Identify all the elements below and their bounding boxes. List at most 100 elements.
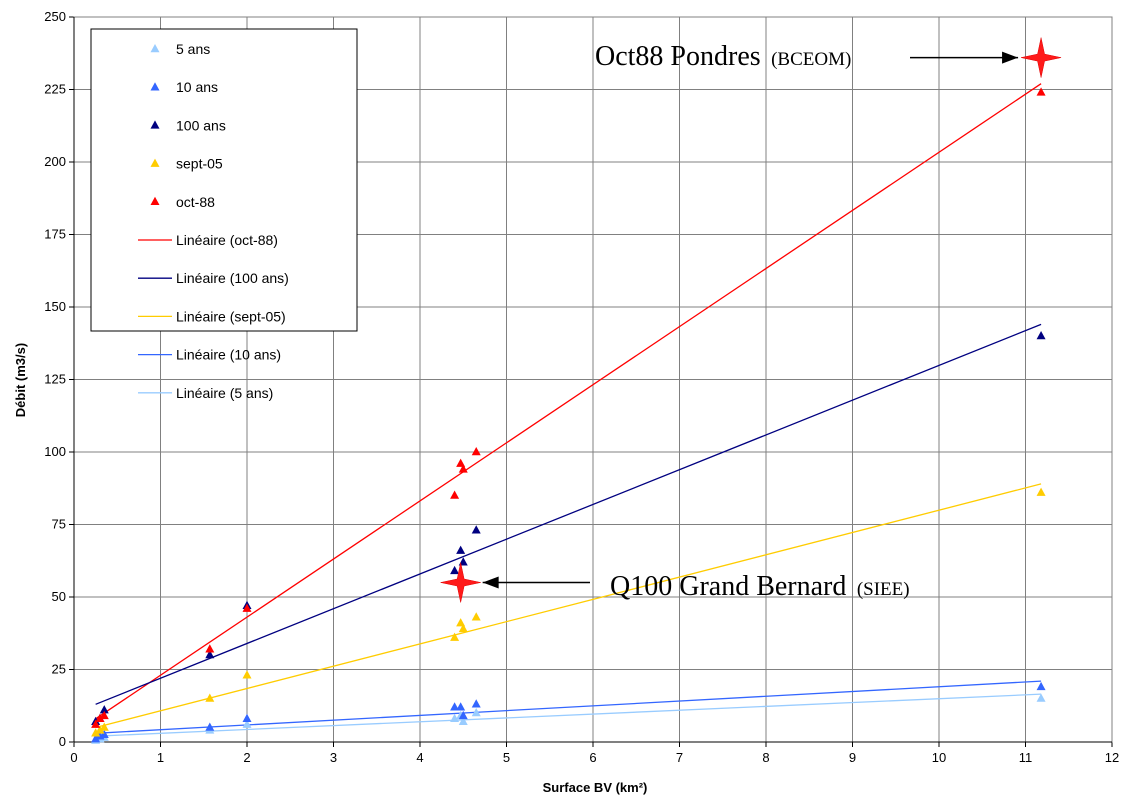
data-point bbox=[458, 464, 468, 473]
x-tick-label: 9 bbox=[849, 750, 856, 765]
x-tick-label: 4 bbox=[416, 750, 423, 765]
data-point bbox=[1036, 487, 1046, 496]
x-tick-label: 5 bbox=[503, 750, 510, 765]
data-point bbox=[1036, 331, 1046, 340]
legend-label: 100 ans bbox=[176, 117, 226, 133]
x-tick-label: 2 bbox=[243, 750, 250, 765]
data-point bbox=[458, 710, 468, 720]
data-point bbox=[95, 713, 105, 723]
annotation-oct88-text: Oct88 Pondres bbox=[595, 41, 761, 72]
data-point bbox=[458, 716, 468, 725]
x-tick-label: 7 bbox=[676, 750, 683, 765]
legend-label: Linéaire (oct-88) bbox=[176, 232, 278, 248]
legend-label: oct-88 bbox=[176, 194, 215, 210]
data-point bbox=[1036, 693, 1046, 702]
data-point bbox=[1036, 87, 1046, 96]
x-tick-label: 1 bbox=[157, 750, 164, 765]
annotation-oct88-source: (BCEOM) bbox=[771, 49, 851, 70]
legend-marker bbox=[150, 196, 160, 206]
data-point bbox=[205, 650, 215, 659]
data-point bbox=[242, 713, 252, 723]
y-tick-label: 125 bbox=[44, 372, 66, 387]
data-point bbox=[242, 719, 252, 728]
legend: 5 ans 10 ans 100 ans sept-05 oct-88 Linéaire … bbox=[90, 28, 358, 401]
data-point bbox=[471, 699, 481, 708]
y-tick-label: 25 bbox=[52, 662, 66, 677]
data-point bbox=[99, 722, 109, 731]
data-points bbox=[91, 87, 1046, 744]
data-point bbox=[99, 705, 109, 714]
data-point bbox=[91, 719, 101, 728]
trendline bbox=[95, 483, 1042, 729]
arrow-head bbox=[482, 576, 499, 589]
data-point bbox=[456, 618, 466, 627]
x-tick-label: 10 bbox=[932, 750, 946, 765]
y-tick-label: 100 bbox=[44, 444, 66, 459]
x-tick-label: 12 bbox=[1105, 750, 1119, 765]
data-point bbox=[450, 632, 460, 641]
data-point bbox=[205, 693, 215, 702]
legend-label: 10 ans bbox=[176, 79, 218, 95]
data-point bbox=[1036, 681, 1046, 691]
y-axis-title: Débit (m3/s) bbox=[13, 343, 28, 417]
trendlines bbox=[95, 83, 1042, 737]
legend-marker bbox=[150, 82, 160, 91]
data-point bbox=[450, 713, 460, 723]
annotations: Oct88 Pondres (BCEOM) Q100 Grand Bernard… bbox=[440, 37, 1062, 603]
y-tick-label: 150 bbox=[44, 299, 66, 314]
annotation-arrows bbox=[482, 51, 1019, 589]
trendline bbox=[95, 693, 1042, 737]
legend-label: sept-05 bbox=[176, 156, 223, 172]
data-point bbox=[456, 702, 466, 711]
data-point bbox=[471, 525, 481, 534]
data-point bbox=[450, 565, 460, 575]
trendline bbox=[95, 83, 1042, 720]
legend-box bbox=[90, 28, 358, 332]
data-point bbox=[450, 702, 460, 711]
tick-labels: 0 1 2 3 4 5 6 7 8 9 10 11 12025507510012515017520022… bbox=[44, 9, 1119, 765]
data-point bbox=[242, 603, 252, 612]
data-point bbox=[458, 623, 468, 633]
star-marker bbox=[1021, 37, 1062, 78]
y-tick-label: 50 bbox=[52, 589, 66, 604]
y-tick-label: 200 bbox=[44, 154, 66, 169]
axes bbox=[69, 16, 1113, 747]
data-point bbox=[91, 728, 101, 737]
legend-label: Linéaire (5 ans) bbox=[176, 385, 273, 401]
y-tick-label: 250 bbox=[44, 9, 66, 24]
x-tick-label: 8 bbox=[762, 750, 769, 765]
y-tick-label: 225 bbox=[44, 82, 66, 97]
data-point bbox=[91, 734, 101, 743]
data-point bbox=[99, 710, 109, 720]
data-point bbox=[456, 545, 466, 554]
legend-label: Linéaire (100 ans) bbox=[176, 270, 289, 286]
data-point bbox=[471, 447, 481, 456]
arrow-head bbox=[1002, 51, 1019, 64]
legend-marker bbox=[150, 44, 160, 53]
x-tick-label: 6 bbox=[589, 750, 596, 765]
x-tick-label: 0 bbox=[70, 750, 77, 765]
data-point bbox=[205, 644, 215, 653]
y-tick-label: 0 bbox=[59, 734, 66, 749]
legend-label: 5 ans bbox=[176, 41, 210, 57]
star-marker bbox=[440, 562, 481, 603]
data-point bbox=[456, 458, 466, 467]
trendline bbox=[95, 323, 1042, 705]
data-point bbox=[95, 725, 105, 734]
annotation-q100-text: Q100 Grand Bernard bbox=[610, 571, 846, 602]
data-point bbox=[450, 490, 460, 499]
data-point bbox=[242, 670, 252, 679]
data-point bbox=[99, 729, 109, 738]
legend-marker bbox=[150, 120, 160, 129]
annotation-q100: Q100 Grand Bernard (SIEE) bbox=[610, 571, 910, 602]
y-tick-label: 75 bbox=[52, 517, 66, 532]
x-tick-label: 3 bbox=[330, 750, 337, 765]
data-point bbox=[205, 722, 215, 731]
y-tick-label: 175 bbox=[44, 227, 66, 242]
annotation-stars bbox=[440, 37, 1062, 603]
x-tick-label: 11 bbox=[1019, 750, 1033, 765]
trendline bbox=[95, 680, 1042, 734]
x-axis-title: Surface BV (km²) bbox=[543, 780, 648, 795]
data-point bbox=[471, 708, 481, 717]
